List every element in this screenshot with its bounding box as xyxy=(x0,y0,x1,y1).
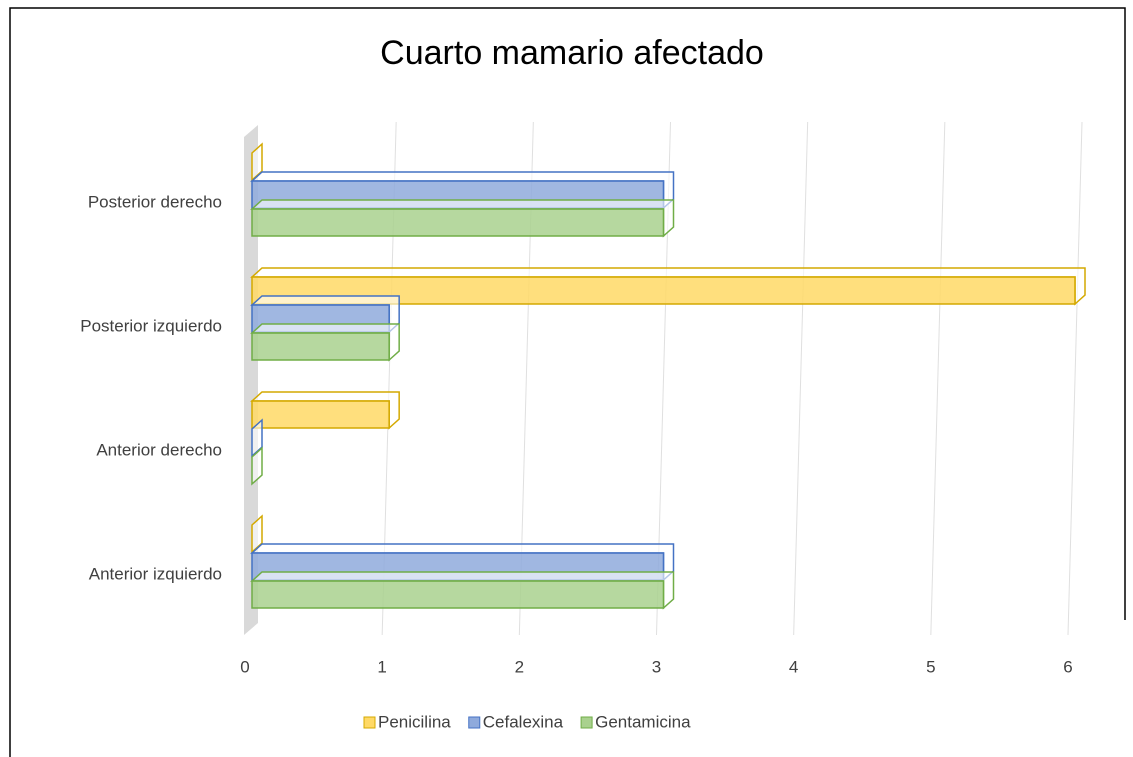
y-tick-label: Anterior derecho xyxy=(96,440,222,459)
chart-title: Cuarto mamario afectado xyxy=(380,34,764,72)
x-tick-label: 1 xyxy=(377,657,386,676)
x-tick-label: 6 xyxy=(1063,657,1072,676)
grid-line xyxy=(1067,121,1083,636)
legend-swatch xyxy=(580,716,593,729)
x-tick-label: 0 xyxy=(240,657,249,676)
bar xyxy=(251,580,665,609)
bar xyxy=(251,208,665,237)
bar xyxy=(251,400,390,429)
bar-depth xyxy=(251,514,263,554)
legend-label: Cefalexina xyxy=(483,712,564,731)
x-tick-label: 2 xyxy=(515,657,524,676)
y-tick-label: Posterior derecho xyxy=(88,192,222,211)
legend-swatch xyxy=(363,716,376,729)
y-tick-label: Anterior izquierdo xyxy=(89,564,222,583)
legend-label: Penicilina xyxy=(378,712,451,731)
grid-line xyxy=(793,121,809,636)
x-tick-label: 3 xyxy=(652,657,661,676)
bar-depth xyxy=(251,446,263,486)
bar xyxy=(251,332,390,361)
x-tick-label: 4 xyxy=(789,657,798,676)
back-wall xyxy=(244,125,258,635)
legend-swatch xyxy=(468,716,481,729)
legend-label: Gentamicina xyxy=(595,712,691,731)
y-tick-label: Posterior izquierdo xyxy=(80,316,222,335)
grid-line xyxy=(930,121,946,636)
chart-border xyxy=(9,7,1126,757)
bar-depth xyxy=(251,142,263,182)
x-tick-label: 5 xyxy=(926,657,935,676)
